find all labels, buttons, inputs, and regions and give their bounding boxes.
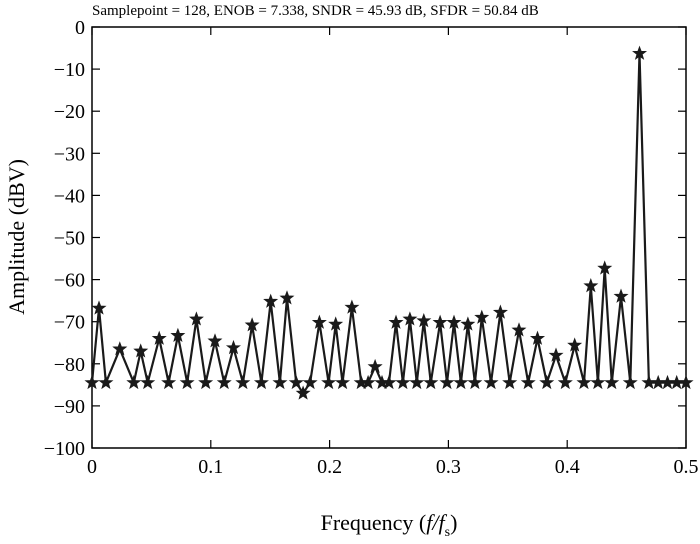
data-point (597, 260, 613, 275)
x-label-suffix: ) (450, 510, 457, 535)
data-point (576, 374, 592, 390)
data-point (328, 316, 344, 331)
data-point (492, 304, 508, 319)
data-point (520, 374, 536, 390)
x-tick-label: 0.1 (198, 456, 223, 478)
series-line (90, 52, 686, 395)
y-tick-label: 0 (75, 17, 85, 39)
data-point (367, 358, 383, 374)
data-point (335, 374, 351, 390)
data-point (198, 374, 214, 390)
data-point (253, 374, 269, 390)
y-tick-label: −70 (54, 312, 85, 334)
y-axis-label: Amplitude (dBV) (4, 159, 29, 315)
data-point (133, 343, 149, 358)
data-point (272, 374, 288, 390)
data-point (302, 374, 318, 390)
data-point (140, 374, 156, 390)
data-point (395, 374, 411, 390)
data-point (409, 374, 425, 390)
x-label-f2: f (439, 510, 448, 535)
data-point (170, 327, 186, 343)
data-point (474, 309, 490, 324)
data-point (179, 374, 195, 390)
data-point (216, 374, 232, 390)
data-point (678, 374, 694, 390)
x-tick-label: 0.3 (436, 456, 461, 478)
data-point (207, 333, 223, 348)
data-point (151, 330, 167, 345)
x-label-subscript: s (445, 525, 450, 540)
data-point (453, 374, 469, 390)
x-axis-ticks: 0 0.1 0.2 0.3 0.4 0.5 (87, 27, 699, 478)
data-point (432, 314, 448, 329)
data-point (311, 314, 327, 329)
data-point (632, 45, 648, 60)
data-point (502, 374, 518, 390)
x-tick-label: 0.2 (317, 456, 342, 478)
chart-title: Samplepoint = 128, ENOB = 7.338, SNDR = … (92, 3, 539, 19)
y-tick-label: −20 (54, 101, 85, 123)
series-layer (84, 45, 694, 400)
y-tick-label: −10 (54, 59, 85, 81)
data-point (235, 374, 251, 390)
y-tick-label: −60 (54, 270, 85, 292)
data-point (539, 374, 555, 390)
data-point (98, 374, 114, 390)
data-point (439, 374, 455, 390)
data-point (402, 311, 418, 326)
x-tick-label: 0.4 (555, 456, 580, 478)
y-tick-label: −40 (54, 185, 85, 207)
data-point (622, 374, 638, 390)
data-point (263, 293, 279, 308)
data-point (360, 374, 376, 390)
data-point (344, 299, 360, 314)
x-tick-label: 0.5 (674, 456, 699, 478)
x-label-prefix: Frequency ( (321, 510, 427, 535)
data-point (126, 374, 142, 390)
data-point (321, 374, 337, 390)
data-point (91, 300, 107, 315)
data-point (279, 290, 295, 305)
data-point (112, 341, 128, 356)
data-point (244, 317, 260, 332)
data-point (416, 313, 432, 328)
data-point (295, 385, 311, 400)
data-point (381, 374, 397, 390)
data-point (188, 311, 204, 326)
y-tick-label: −80 (54, 354, 85, 376)
y-tick-label: −50 (54, 228, 85, 250)
data-point (288, 374, 304, 390)
data-point (604, 374, 620, 390)
y-tick-label: −90 (54, 396, 85, 418)
data-point (84, 374, 100, 390)
x-label-slash: / (430, 510, 440, 535)
x-tick-label: 0 (87, 456, 97, 478)
data-point (590, 374, 606, 390)
y-tick-label: −30 (54, 143, 85, 165)
data-point (583, 278, 599, 293)
x-label-f: f (426, 510, 435, 535)
data-point (613, 288, 629, 303)
y-axis-ticks: 0 −10 −20 −30 −40 −50 −60 −70 −80 −90 −100 (44, 17, 686, 460)
data-point (460, 316, 476, 331)
data-point (567, 337, 583, 352)
data-point (161, 374, 177, 390)
data-point (557, 374, 573, 390)
data-point (529, 330, 546, 345)
data-point (446, 314, 462, 329)
data-point (548, 347, 564, 362)
data-point (388, 314, 404, 329)
data-point (511, 322, 527, 337)
data-point (467, 374, 483, 390)
x-axis-label: Frequency (f/fs) (321, 510, 458, 540)
data-point (225, 339, 241, 355)
data-point (423, 374, 439, 390)
y-tick-label: −100 (44, 438, 85, 460)
data-point (483, 374, 499, 390)
